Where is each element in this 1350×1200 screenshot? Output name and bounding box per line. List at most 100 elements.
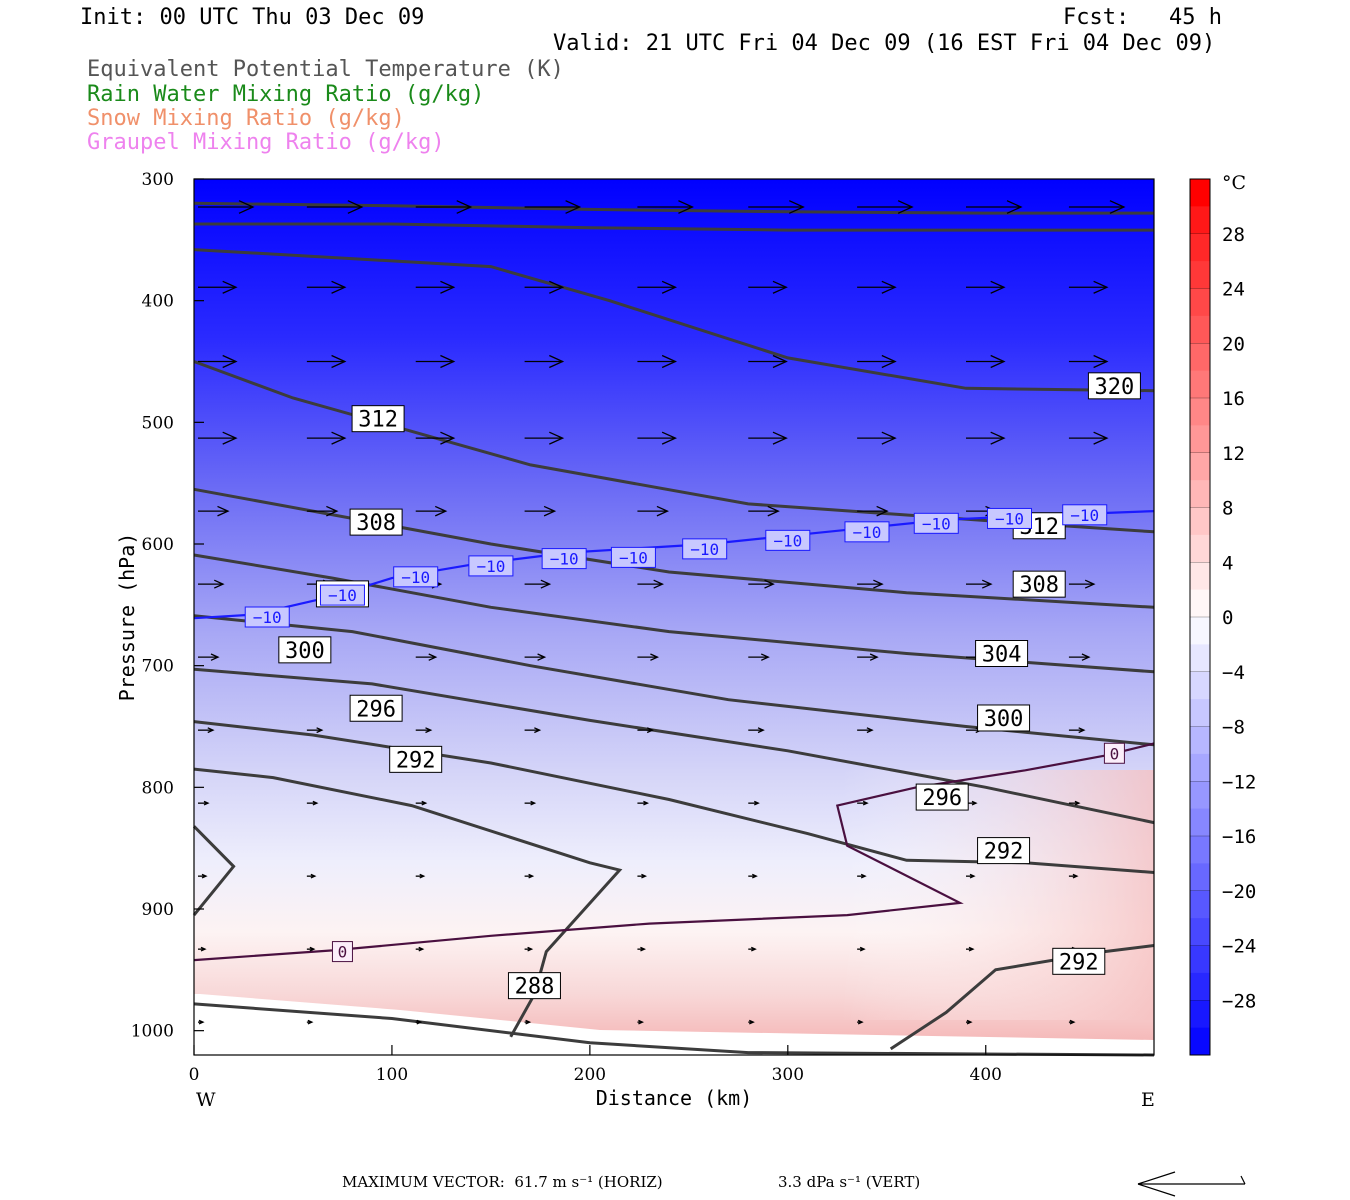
wind-vector-head bbox=[1078, 727, 1086, 734]
wind-vector-head bbox=[897, 200, 914, 214]
reference-vector-arrow bbox=[1137, 1171, 1246, 1197]
colorbar-step bbox=[1190, 945, 1210, 974]
theta-e-label: 300 bbox=[977, 704, 1031, 732]
temperature-label-box bbox=[393, 566, 439, 588]
theta-e-label-text: 292 bbox=[1059, 950, 1099, 975]
theta-e-label-text: 292 bbox=[984, 840, 1024, 865]
theta-e-label: 300 bbox=[278, 636, 332, 664]
y-tick-label: 900 bbox=[142, 900, 174, 920]
plot-frame bbox=[193, 178, 1155, 1056]
colorbar-step bbox=[1190, 644, 1210, 673]
wind-vector-head bbox=[307, 1019, 314, 1025]
wind-vector-head bbox=[1069, 1019, 1076, 1025]
wind-vector bbox=[198, 431, 238, 445]
colorbar-step bbox=[1190, 1027, 1210, 1056]
wind-vector bbox=[306, 1019, 314, 1025]
wind-vector-head bbox=[764, 579, 775, 589]
theta-e-label: 304 bbox=[975, 640, 1029, 668]
wind-vector bbox=[966, 1019, 973, 1025]
wind-vector bbox=[198, 727, 215, 734]
theta-e-label-box bbox=[975, 640, 1029, 667]
wind-vector-head bbox=[416, 1019, 423, 1025]
wind-vector bbox=[198, 800, 210, 806]
wind-vector-head bbox=[990, 354, 1006, 369]
colorbar-step bbox=[1190, 753, 1210, 782]
wind-vector-head bbox=[857, 1019, 864, 1025]
theta-e-contour bbox=[193, 667, 1155, 825]
wind-vector-head bbox=[640, 946, 647, 952]
wind-vector-head bbox=[1109, 200, 1126, 214]
wind-vector-head bbox=[981, 579, 993, 589]
wind-vector-head bbox=[198, 1019, 205, 1025]
temperature-label-text: −10 bbox=[995, 509, 1024, 528]
wind-vector bbox=[748, 1019, 755, 1025]
wind-vector bbox=[306, 280, 347, 294]
colorbar-unit: °C bbox=[1222, 172, 1246, 194]
wind-vector-head bbox=[312, 800, 319, 806]
colorbar-step bbox=[1190, 370, 1210, 399]
wind-vector bbox=[966, 946, 975, 952]
wind-vector bbox=[415, 354, 456, 369]
temperature-label: −10 bbox=[1062, 504, 1108, 526]
wind-vector bbox=[637, 653, 660, 661]
temperature-label-text: 0 bbox=[338, 943, 348, 962]
colorbar-step bbox=[1190, 507, 1210, 536]
wind-vector-head bbox=[1093, 431, 1109, 445]
wind-vector-head bbox=[869, 653, 879, 661]
wind-vector-head bbox=[638, 1019, 645, 1025]
wind-vector bbox=[198, 354, 238, 369]
colorbar-step bbox=[1190, 480, 1210, 508]
temperature-label-box bbox=[319, 584, 365, 606]
theta-e-contour bbox=[193, 1002, 1155, 1057]
colorbar-step bbox=[1190, 726, 1210, 755]
theta-e-label-box bbox=[349, 508, 403, 536]
max-vertical-vector: 3.3 dPa s⁻¹ (VERT) bbox=[778, 1173, 921, 1191]
temperature-label-text: −10 bbox=[476, 557, 505, 576]
theta-e-label: 292 bbox=[977, 837, 1031, 865]
temperature-label-box bbox=[987, 507, 1033, 529]
wind-vector bbox=[857, 800, 869, 806]
temperature-label: 0 bbox=[331, 941, 353, 963]
wind-vector-head bbox=[528, 873, 535, 879]
wind-vector bbox=[415, 200, 473, 214]
wind-vector-head bbox=[752, 873, 758, 879]
colorbar-step bbox=[1190, 863, 1210, 892]
wind-vector bbox=[748, 946, 757, 952]
wind-vector-head bbox=[767, 505, 780, 517]
wind-vector bbox=[415, 653, 438, 661]
wind-vector bbox=[306, 873, 317, 879]
wind-vector-head bbox=[207, 727, 215, 734]
wind-vector bbox=[748, 280, 788, 294]
temperature-label-box bbox=[682, 538, 728, 560]
theta-e-label-text: 308 bbox=[1019, 573, 1059, 598]
theta-e-label-text: 312 bbox=[358, 408, 398, 433]
wind-vector-head bbox=[990, 280, 1006, 294]
wind-vector bbox=[966, 280, 1006, 294]
theta-e-contour bbox=[192, 825, 236, 917]
wind-vector-head bbox=[754, 800, 760, 806]
wind-vector-head bbox=[537, 653, 547, 661]
wind-vector-head bbox=[331, 280, 347, 294]
wind-vector-head bbox=[456, 200, 473, 214]
y-tick-label: 1000 bbox=[131, 1022, 174, 1042]
wind-vector bbox=[1068, 354, 1109, 369]
wind-vector-head bbox=[751, 946, 757, 952]
wind-vector-head bbox=[525, 1019, 532, 1025]
temperature-label: −10 bbox=[987, 507, 1033, 529]
wind-vector bbox=[857, 946, 866, 952]
wind-vector bbox=[524, 280, 565, 294]
wind-vector bbox=[637, 354, 678, 369]
wind-vector bbox=[637, 1019, 645, 1025]
y-tick-label: 500 bbox=[142, 413, 174, 433]
x-tick-label: 0 bbox=[189, 1065, 200, 1085]
wind-vector-head bbox=[860, 873, 867, 879]
wind-vector bbox=[637, 200, 695, 214]
wind-vector-head bbox=[549, 280, 565, 294]
colorbar-label: 28 bbox=[1222, 224, 1245, 246]
x-tick-label: 200 bbox=[574, 1065, 606, 1085]
wind-vector-head bbox=[425, 727, 433, 734]
colorbar-step bbox=[1190, 452, 1210, 481]
theta-e-label-text: 320 bbox=[1095, 375, 1135, 400]
y-tick-label: 800 bbox=[142, 778, 174, 798]
wind-vector bbox=[524, 946, 534, 952]
